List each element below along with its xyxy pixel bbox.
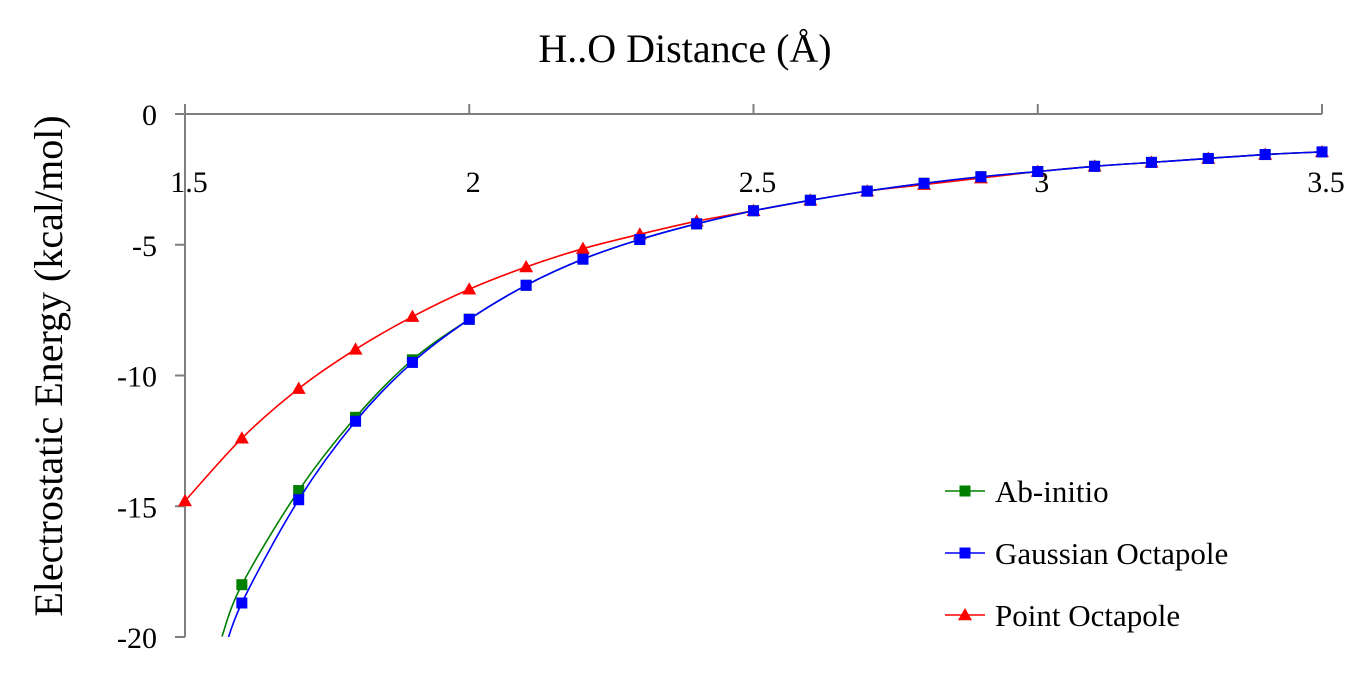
data-point: [1089, 160, 1101, 172]
y-tick-label: 0: [142, 99, 157, 132]
data-point: [1259, 149, 1271, 161]
data-point: [463, 313, 475, 325]
data-point: [575, 241, 590, 254]
data-point: [293, 494, 305, 506]
data-point: [293, 485, 305, 497]
series-line: [227, 151, 1323, 637]
legend-item-gaussian-octapole: Gaussian Octapole: [945, 536, 1228, 571]
legend: Ab-initio Gaussian Octapole Point Octapole: [945, 474, 1228, 633]
series-gaussian-octapole: [227, 146, 1328, 637]
data-point: [291, 381, 306, 394]
y-tick-label: -10: [117, 361, 157, 394]
x-tick-label: 2.5: [739, 166, 777, 199]
legend-label: Ab-initio: [995, 474, 1109, 509]
legend-item-point-octapole: Point Octapole: [945, 598, 1180, 633]
legend-marker: [958, 608, 972, 621]
legend-label: Gaussian Octapole: [995, 536, 1228, 571]
x-tick-label: 3.5: [1307, 166, 1345, 199]
y-tick-label: -20: [117, 622, 157, 655]
data-point: [234, 431, 249, 444]
legend-marker: [959, 547, 971, 559]
y-axis-title: Electrostatic Energy (kcal/mol): [26, 115, 71, 616]
legend-item-ab-initio: Ab-initio: [945, 474, 1109, 509]
x-tick-label: 2: [466, 166, 481, 199]
data-point: [350, 415, 362, 427]
y-tick-label: -5: [132, 230, 157, 263]
data-point: [520, 279, 532, 291]
data-point: [748, 205, 759, 217]
x-tick-label: 1.5: [170, 166, 208, 199]
data-point: [462, 282, 477, 295]
x-axis-title: H..O Distance (Å): [538, 26, 831, 71]
y-tick-label: -15: [117, 491, 157, 524]
data-point: [577, 253, 589, 265]
data-point: [406, 356, 418, 368]
data-point: [1145, 156, 1157, 168]
data-point: [691, 218, 703, 230]
data-point: [861, 185, 873, 197]
plot-area: 1.5 2 2.5 3 3.50-5-10-15-20: [117, 99, 1345, 655]
legend-marker: [959, 485, 971, 497]
data-point: [236, 597, 248, 609]
data-point: [918, 177, 930, 189]
data-point: [236, 579, 248, 591]
series-point-octapole: [178, 144, 1329, 507]
data-point: [178, 494, 192, 507]
data-point: [1032, 166, 1044, 178]
data-point: [634, 234, 646, 246]
data-point: [1316, 146, 1328, 158]
data-point: [1202, 152, 1214, 164]
legend-label: Point Octapole: [995, 598, 1180, 633]
data-point: [519, 259, 534, 273]
data-point: [405, 309, 420, 322]
data-point: [975, 171, 987, 183]
data-point: [804, 194, 816, 206]
data-point: [348, 342, 363, 355]
